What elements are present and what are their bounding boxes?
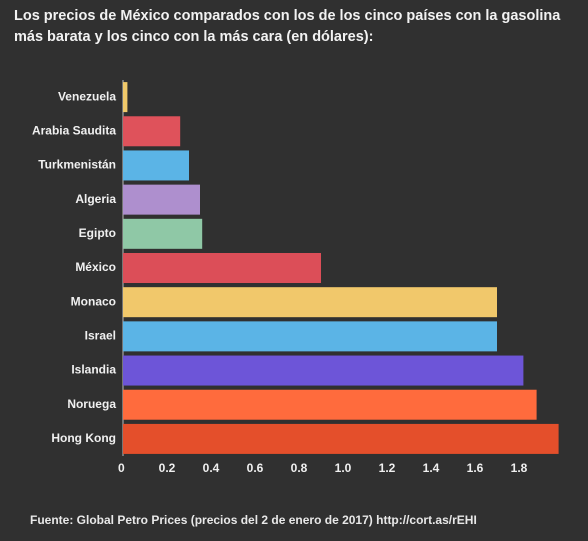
bar <box>123 355 524 386</box>
y-tick-label: Monaco <box>71 294 116 308</box>
x-tick-label: 1.8 <box>511 461 528 475</box>
y-tick-label: Hong Kong <box>51 431 116 445</box>
source-note: Fuente: Global Petro Prices (precios del… <box>30 513 477 527</box>
y-tick-label: Israel <box>85 329 116 343</box>
x-tick-label: 0.2 <box>159 461 176 475</box>
y-tick-label: Venezuela <box>58 89 116 103</box>
y-tick-label: Arabia Saudita <box>32 123 116 137</box>
y-tick-label: Turkmenistán <box>38 158 116 172</box>
bar <box>123 253 321 283</box>
x-tick-label: 0.6 <box>247 461 264 475</box>
bar <box>123 116 181 147</box>
y-tick-label: Algeria <box>75 192 116 206</box>
bar <box>123 321 497 352</box>
x-tick-label: 1.4 <box>423 461 440 475</box>
y-tick-label: Islandia <box>71 363 116 377</box>
bar <box>123 423 559 454</box>
bar <box>123 218 203 249</box>
bar <box>123 82 128 113</box>
x-tick-label: 0.4 <box>203 461 220 475</box>
x-tick-label: 1.6 <box>467 461 484 475</box>
chart-title: Los precios de México comparados con los… <box>14 8 561 45</box>
y-tick-label: México <box>75 260 116 274</box>
x-tick-label: 0.8 <box>291 461 308 475</box>
x-tick-label: 1.2 <box>379 461 396 475</box>
x-tick-label: 0 <box>118 461 125 475</box>
y-tick-label: Noruega <box>67 397 116 411</box>
x-tick-label: 1.0 <box>335 461 352 475</box>
bar <box>123 389 537 420</box>
bar <box>123 150 189 181</box>
y-tick-label: Egipto <box>79 226 116 240</box>
bar <box>123 287 497 318</box>
bar <box>123 184 200 215</box>
